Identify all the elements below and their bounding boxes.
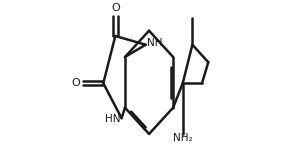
Text: NH: NH: [147, 38, 162, 48]
Text: O: O: [111, 3, 120, 13]
Text: O: O: [71, 78, 80, 88]
Text: NH₂: NH₂: [173, 133, 193, 143]
Text: HN: HN: [105, 114, 120, 124]
